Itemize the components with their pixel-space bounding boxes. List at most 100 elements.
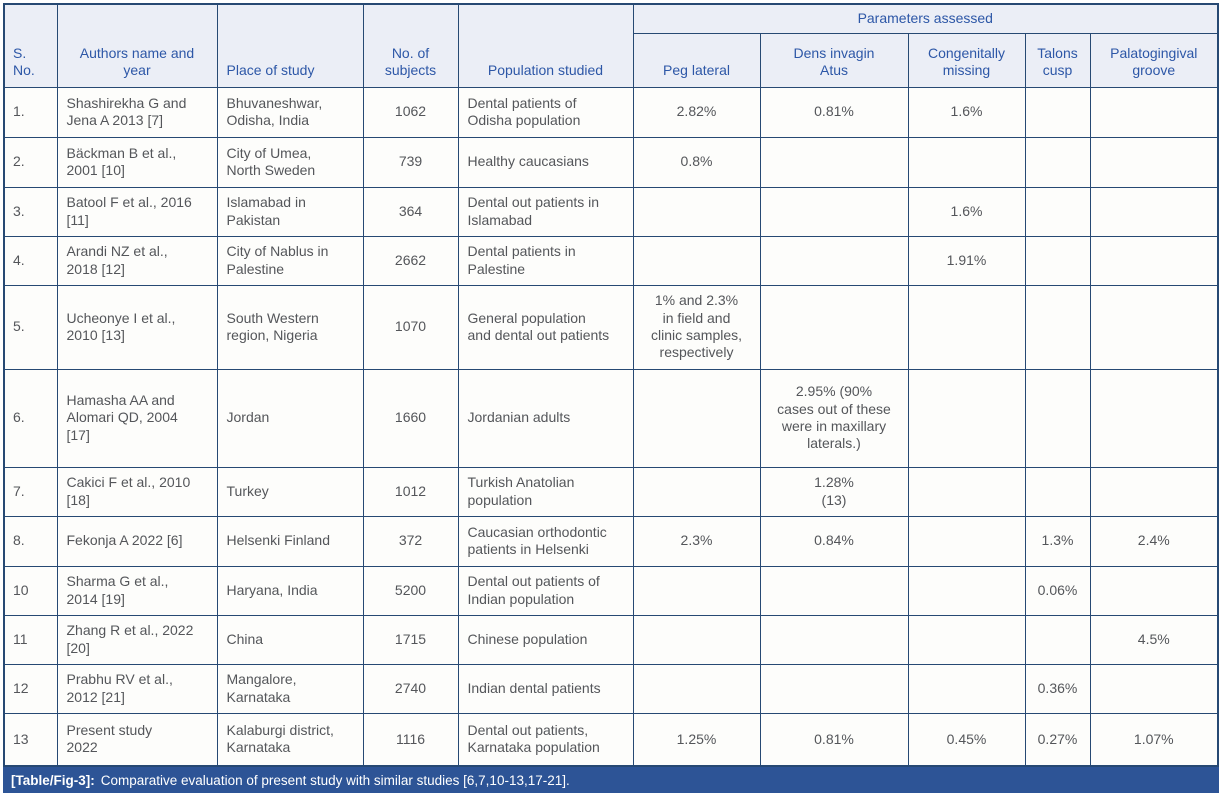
cell-dens-invaginatus — [759, 565, 909, 616]
cell-authors: Arandi NZ et al., 2018 [12] — [56, 235, 218, 286]
table-row: 13 Present study 2022 Kalaburgi district, … — [3, 712, 1219, 767]
cell-peg-lateral: 1% and 2.3% in field and clinic samples,… — [632, 284, 761, 370]
table-caption-text: Comparative evaluation of present study … — [100, 772, 570, 788]
cell-place: Kalaburgi district, Karnataka — [216, 712, 364, 767]
cell-peg-lateral: 1.25% — [632, 712, 761, 767]
table-row: 11 Zhang R et al., 2022 [20] China 1715 Chin… — [3, 614, 1219, 665]
cell-talons-cusp: 0.06% — [1024, 565, 1091, 616]
cell-talons-cusp — [1024, 284, 1091, 370]
cell-population: Dental patients of Odisha population — [457, 86, 634, 138]
table-row: 8. Fekonja A 2022 [6] Helsenki Finland 372 C… — [3, 515, 1219, 567]
cell-dens-invaginatus — [759, 235, 909, 286]
cell-s-no: 2. — [3, 136, 58, 188]
cell-peg-lateral — [632, 466, 761, 517]
cell-palatogingival-groove — [1089, 235, 1219, 286]
cell-palatogingival-groove: 2.4% — [1089, 515, 1219, 567]
cell-peg-lateral — [632, 614, 761, 665]
cell-population: Turkish Anatolian population — [457, 466, 634, 517]
cell-peg-lateral: 0.8% — [632, 136, 761, 188]
cell-palatogingival-groove — [1089, 86, 1219, 138]
table-row: 5. Ucheonye I et al., 2010 [13] South West… — [3, 284, 1219, 370]
table-row: 2. Bäckman B et al., 2001 [10] City of Ume… — [3, 136, 1219, 188]
table-row: 3. Batool F et al., 2016 [11] Islamabad in… — [3, 186, 1219, 237]
cell-place: City of Umea, North Sweden — [216, 136, 364, 188]
table-row: 12 Prabhu RV et al., 2012 [21] Mangalore, … — [3, 663, 1219, 714]
cell-authors: Prabhu RV et al., 2012 [21] — [56, 663, 218, 714]
cell-population: General population and dental out patien… — [457, 284, 634, 370]
cell-s-no: 6. — [3, 368, 58, 468]
cell-dens-invaginatus — [759, 614, 909, 665]
cell-s-no: 1. — [3, 86, 58, 138]
cell-dens-invaginatus — [759, 186, 909, 237]
cell-peg-lateral: 2.3% — [632, 515, 761, 567]
cell-palatogingival-groove: 1.07% — [1089, 712, 1219, 767]
cell-congenitally-missing: 0.45% — [907, 712, 1026, 767]
header-population: Population studied — [457, 3, 634, 88]
cell-talons-cusp: 0.27% — [1024, 712, 1091, 767]
cell-palatogingival-groove — [1089, 284, 1219, 370]
cell-talons-cusp: 0.36% — [1024, 663, 1091, 714]
cell-congenitally-missing — [907, 565, 1026, 616]
cell-dens-invaginatus — [759, 284, 909, 370]
cell-population: Healthy caucasians — [457, 136, 634, 188]
cell-s-no: 5. — [3, 284, 58, 370]
table-header: S. No. Authors name and year Place of st… — [3, 3, 1219, 88]
cell-authors: Ucheonye I et al., 2010 [13] — [56, 284, 218, 370]
cell-palatogingival-groove: 4.5% — [1089, 614, 1219, 665]
cell-s-no: 11 — [3, 614, 58, 665]
cell-place: Jordan — [216, 368, 364, 468]
cell-place: Mangalore, Karnataka — [216, 663, 364, 714]
cell-s-no: 3. — [3, 186, 58, 237]
cell-s-no: 8. — [3, 515, 58, 567]
cell-talons-cusp: 1.3% — [1024, 515, 1091, 567]
cell-subjects: 1660 — [362, 368, 459, 468]
cell-authors: Fekonja A 2022 [6] — [56, 515, 218, 567]
cell-talons-cusp — [1024, 136, 1091, 188]
header-palatogingival-groove: Palatogingival groove — [1089, 32, 1219, 88]
cell-palatogingival-groove — [1089, 466, 1219, 517]
cell-congenitally-missing — [907, 663, 1026, 714]
table-caption: [Table/Fig-3]: Comparative evaluation of… — [3, 767, 1219, 793]
cell-peg-lateral — [632, 235, 761, 286]
cell-congenitally-missing — [907, 368, 1026, 468]
cell-authors: Bäckman B et al., 2001 [10] — [56, 136, 218, 188]
header-row-parameters: Peg lateral Dens invagin Atus Congenital… — [4, 32, 1219, 88]
cell-authors: Hamasha AA and Alomari QD, 2004 [17] — [56, 368, 218, 468]
cell-palatogingival-groove — [1089, 186, 1219, 237]
cell-talons-cusp — [1024, 614, 1091, 665]
cell-authors: Batool F et al., 2016 [11] — [56, 186, 218, 237]
cell-population: Dental out patients in Islamabad — [457, 186, 634, 237]
cell-authors: Shashirekha G and Jena A 2013 [7] — [56, 86, 218, 138]
cell-congenitally-missing — [907, 284, 1026, 370]
cell-population: Dental patients in Palestine — [457, 235, 634, 286]
cell-palatogingival-groove — [1089, 136, 1219, 188]
cell-talons-cusp — [1024, 186, 1091, 237]
cell-s-no: 10 — [3, 565, 58, 616]
cell-population: Indian dental patients — [457, 663, 634, 714]
cell-dens-invaginatus: 0.81% — [759, 86, 909, 138]
cell-palatogingival-groove — [1089, 663, 1219, 714]
cell-s-no: 4. — [3, 235, 58, 286]
cell-congenitally-missing — [907, 515, 1026, 567]
header-subjects: No. of subjects — [362, 3, 459, 88]
cell-s-no: 7. — [3, 466, 58, 517]
header-peg-lateral: Peg lateral — [632, 32, 761, 88]
cell-peg-lateral — [632, 565, 761, 616]
cell-place: South Western region, Nigeria — [216, 284, 364, 370]
cell-congenitally-missing — [907, 136, 1026, 188]
cell-authors: Sharma G et al., 2014 [19] — [56, 565, 218, 616]
cell-place: Helsenki Finland — [216, 515, 364, 567]
header-dens-invaginatus: Dens invagin Atus — [759, 32, 909, 88]
header-talons-cusp: Talons cusp — [1024, 32, 1091, 88]
cell-peg-lateral: 2.82% — [632, 86, 761, 138]
cell-dens-invaginatus — [759, 136, 909, 188]
cell-talons-cusp — [1024, 86, 1091, 138]
cell-population: Dental out patients, Karnataka populatio… — [457, 712, 634, 767]
cell-place: Bhuvaneshwar, Odisha, India — [216, 86, 364, 138]
table-caption-label: [Table/Fig-3]: — [11, 772, 95, 788]
cell-peg-lateral — [632, 186, 761, 237]
cell-place: Haryana, India — [216, 565, 364, 616]
header-row-group: S. No. Authors name and year Place of st… — [3, 3, 1219, 88]
header-parameters-group: Parameters assessed — [632, 3, 1219, 34]
